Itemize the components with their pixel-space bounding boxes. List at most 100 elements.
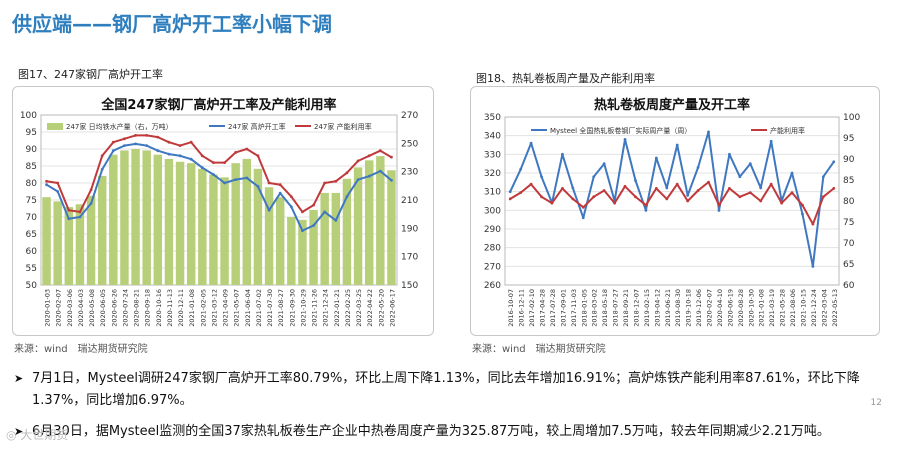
data-point [312, 203, 315, 207]
right-axis-tick-label: 270 [401, 111, 418, 121]
x-tick-label: 2021-07-30 [266, 289, 274, 327]
data-point [223, 161, 226, 164]
bar [131, 149, 140, 285]
right-axis-tick-label: 75 [843, 218, 854, 228]
bar [353, 167, 363, 285]
bar [287, 217, 296, 285]
left-axis-tick-label: 60 [26, 247, 38, 257]
data-point [200, 154, 204, 158]
x-tick-label: 2017-02-10 [528, 289, 536, 327]
data-point [738, 175, 742, 179]
bar [53, 201, 62, 285]
bar [120, 150, 129, 285]
data-point [312, 224, 315, 227]
x-tick-label: 2021-01-08 [188, 289, 196, 327]
right-chart: 热轧卷板周度产量及开工率 260 270 280 290 300 310 320 330 340 3… [484, 97, 861, 327]
data-point [811, 222, 815, 226]
data-point [67, 208, 71, 212]
data-point [45, 179, 48, 183]
left-axis-tick-label: 90 [26, 145, 38, 155]
data-point [178, 144, 182, 147]
bar [42, 197, 51, 285]
x-tick-label: 2021-05-28 [779, 289, 787, 327]
data-point [267, 208, 271, 212]
right-axis-tick-label: 60 [843, 281, 855, 291]
right-axis-tick-label: 250 [401, 139, 418, 149]
data-point [790, 171, 794, 175]
left-axis-tick-label: 85 [26, 162, 37, 172]
data-point [390, 155, 393, 159]
bar [309, 209, 318, 285]
data-point [780, 201, 783, 205]
data-point [234, 178, 238, 181]
bar [97, 175, 107, 285]
x-tick-label: 2021-03-19 [768, 289, 776, 327]
data-point [561, 152, 564, 156]
left-axis-tick-label: 65 [26, 230, 37, 240]
x-tick-label: 2018-03-02 [591, 289, 599, 327]
data-point [134, 134, 137, 137]
data-point [89, 188, 93, 192]
data-point [234, 151, 238, 154]
right-axis-tick-label: 100 [843, 113, 860, 123]
data-point [717, 208, 721, 212]
left-axis-tick-label: 340 [484, 132, 501, 142]
data-point [519, 191, 523, 194]
data-point [378, 169, 382, 173]
data-point [728, 187, 731, 190]
bullet-item-1: ➤ 7月1日，Mysteel调研247家钢厂高炉开工率80.79%，环比上周下降… [14, 368, 884, 412]
data-point [581, 205, 585, 209]
data-point [200, 166, 204, 170]
x-tick-label: 2018-07-27 [612, 289, 620, 327]
data-point [602, 189, 606, 192]
data-point [519, 167, 523, 171]
data-point [245, 147, 249, 151]
left-axis-tick-label: 70 [26, 213, 38, 223]
data-point [644, 203, 648, 207]
data-point [134, 142, 137, 146]
x-tick-label: 2021-07-02 [255, 289, 263, 327]
data-point [223, 181, 226, 185]
left-axis-tick-label: 50 [26, 281, 38, 291]
x-tick-label: 2021-11-26 [311, 289, 319, 327]
data-point [356, 178, 360, 181]
x-tick-label: 2020-09-18 [144, 289, 152, 327]
x-tick-label: 2021-08-27 [277, 289, 285, 327]
left-axis-tick-label: 290 [484, 225, 501, 235]
left-axis-tick-label: 260 [484, 281, 501, 291]
data-point [696, 189, 700, 192]
data-point [367, 154, 371, 158]
data-point [571, 186, 575, 190]
bar [64, 207, 74, 285]
data-point [686, 199, 690, 203]
left-axis-tick-label: 100 [20, 111, 37, 121]
data-point [748, 162, 752, 166]
bar [231, 163, 240, 285]
right-axis-tick-label: 150 [401, 281, 418, 291]
data-point [759, 186, 763, 190]
x-tick-label: 2020-05-08 [88, 289, 96, 327]
bar [142, 150, 151, 285]
x-tick-label: 2020-04-10 [716, 289, 724, 327]
x-tick-label: 2016-10-07 [507, 289, 515, 327]
data-point [145, 134, 149, 137]
data-point [256, 185, 260, 188]
series-line [46, 142, 393, 232]
bar [175, 161, 185, 285]
bar [275, 197, 285, 285]
data-point [769, 182, 773, 186]
left-axis-tick-label: 330 [484, 150, 501, 160]
data-point [111, 149, 115, 153]
data-point [78, 215, 82, 219]
left-source-note: 来源：wind 瑞达期货研究院 [14, 344, 148, 355]
x-tick-label: 2020-03-06 [66, 289, 74, 327]
data-point [323, 210, 327, 214]
data-point [334, 219, 338, 222]
left-axis-tick-label: 310 [484, 188, 501, 198]
bar [298, 219, 307, 285]
arrow-bullet-icon: ➤ [14, 372, 24, 385]
bar [153, 154, 163, 285]
x-tick-label: 2020-08-28 [737, 289, 745, 327]
x-tick-label: 2017-11-03 [570, 289, 578, 327]
left-axis-tick-label: 300 [484, 206, 501, 216]
